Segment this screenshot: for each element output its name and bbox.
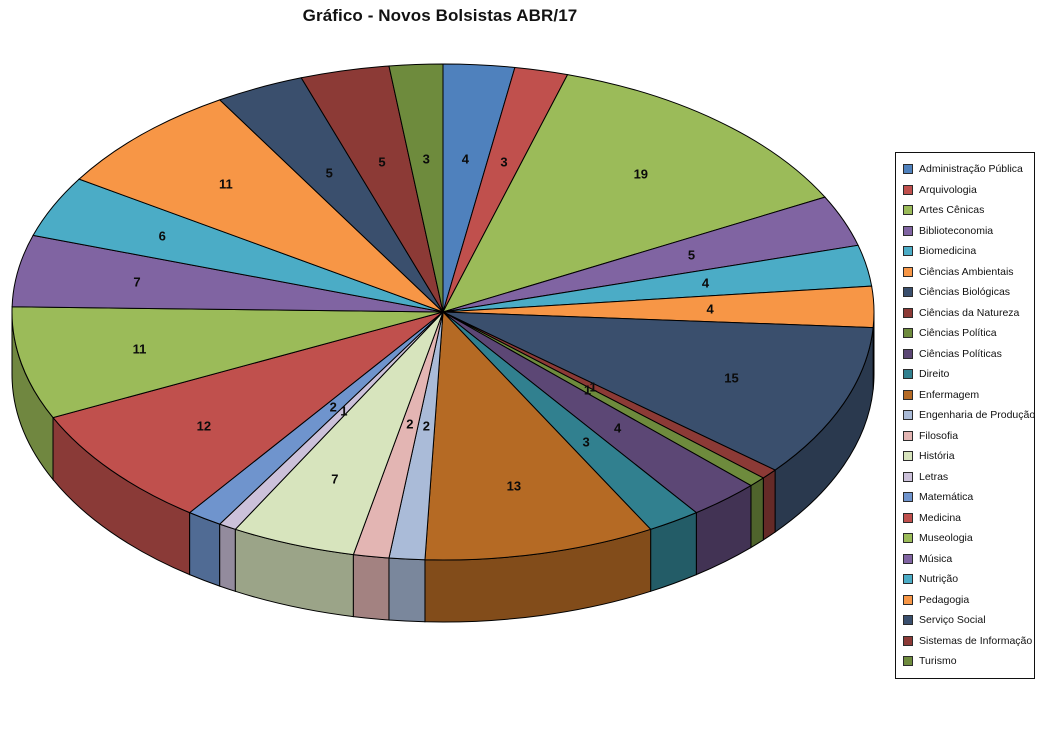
legend-item-label: Letras — [919, 470, 949, 483]
legend-item-label: Nutrição — [919, 573, 959, 585]
pie-slice[interactable] — [78, 99, 444, 313]
legend-item-label: Sistemas de Informação — [919, 634, 1033, 647]
legend-item-label: Ciências Ambientais — [919, 265, 1014, 278]
legend-item-label: Ciências Políticas — [919, 347, 1002, 360]
legend-swatch-icon — [903, 512, 913, 523]
legend-item[interactable]: Nutrição — [903, 569, 1030, 590]
legend-swatch-icon — [903, 205, 913, 216]
legend-swatch-icon — [903, 492, 913, 503]
legend-swatch-icon — [903, 533, 913, 544]
legend-swatch-icon — [903, 451, 913, 462]
legend-swatch-icon — [903, 328, 913, 339]
legend-item[interactable]: Medicina — [903, 508, 1030, 529]
legend-item-label: Medicina — [919, 511, 962, 524]
legend-item[interactable]: Biomedicina — [903, 241, 1030, 262]
legend-item-label: Ciências da Natureza — [919, 306, 1020, 319]
page-title: Gráfico - Novos Bolsistas ABR/17 — [302, 6, 578, 25]
legend-item[interactable]: Ciências Biológicas — [903, 282, 1030, 303]
legend-item[interactable]: Arquivologia — [903, 180, 1030, 201]
legend-item-label: Pedagogia — [919, 593, 970, 606]
legend-item-label: Filosofia — [919, 429, 959, 442]
pie-chart: 4 3 19 5 4 4 15 1 1 4 3 13 2 2 7 1 2 12 11 7 6 11 5 5 3 — [11, 63, 875, 623]
legend-swatch-icon — [903, 389, 913, 400]
legend-item[interactable]: Enfermagem — [903, 385, 1030, 406]
legend-item[interactable]: Ciências da Natureza — [903, 303, 1030, 324]
pie-chart-svg — [11, 63, 875, 623]
legend-swatch-icon — [903, 594, 913, 605]
legend-swatch-icon — [903, 430, 913, 441]
legend-item[interactable]: Ciências Política — [903, 323, 1030, 344]
legend-item-label: Ciências Biológicas — [919, 286, 1011, 298]
legend-swatch-icon — [903, 471, 913, 482]
legend-item-label: História — [919, 450, 955, 462]
legend-item-label: Administração Pública — [919, 163, 1023, 175]
legend-item-label: Biomedicina — [919, 245, 977, 257]
legend-swatch-icon — [903, 553, 913, 564]
legend-item[interactable]: Música — [903, 549, 1030, 570]
legend-item[interactable]: Administração Pública — [903, 159, 1030, 180]
legend-item-label: Música — [919, 552, 953, 565]
legend-item-label: Arquivologia — [919, 183, 977, 196]
legend-item[interactable]: História — [903, 446, 1030, 467]
legend-swatch-icon — [903, 266, 913, 277]
legend-item[interactable]: Ciências Políticas — [903, 344, 1030, 365]
legend-swatch-icon — [903, 287, 913, 298]
legend-item[interactable]: Artes Cênicas — [903, 200, 1030, 221]
legend-item[interactable]: Filosofia — [903, 426, 1030, 447]
legend-swatch-icon — [903, 348, 913, 359]
legend-item-label: Ciências Política — [919, 327, 997, 339]
legend-swatch-icon — [903, 307, 913, 318]
legend-item-label: Direito — [919, 368, 950, 380]
pie-slice[interactable] — [11, 306, 444, 419]
legend-item[interactable]: Sistemas de Informação — [903, 631, 1033, 652]
legend-item[interactable]: Serviço Social — [903, 610, 1030, 631]
legend-item[interactable]: Biblioteconomia — [903, 221, 1030, 242]
pie-slice[interactable] — [52, 311, 444, 514]
legend-item[interactable]: Pedagogia — [903, 590, 1030, 611]
legend-swatch-icon — [903, 246, 913, 257]
legend-swatch-icon — [903, 635, 913, 646]
legend-item[interactable]: Letras — [903, 467, 1030, 488]
legend-item[interactable]: Museologia — [903, 528, 1030, 549]
pie-slice[interactable] — [388, 63, 444, 313]
legend-item-label: Engenharia de Produção — [919, 409, 1036, 421]
legend-item-label: Enfermagem — [919, 388, 980, 401]
legend-swatch-icon — [903, 410, 913, 421]
legend-swatch-icon — [903, 656, 913, 667]
legend-item-label: Artes Cênicas — [919, 204, 985, 216]
legend-item[interactable]: Engenharia de Produção — [903, 405, 1035, 426]
legend-swatch-icon — [903, 574, 913, 585]
pie-slice[interactable] — [442, 311, 874, 471]
legend-item-label: Biblioteconomia — [919, 224, 994, 237]
legend-item[interactable]: Turismo — [903, 651, 1030, 672]
legend-item-label: Matemática — [919, 491, 974, 503]
legend-item-label: Serviço Social — [919, 614, 986, 626]
legend-item-label: Museologia — [919, 532, 973, 544]
legend-item[interactable]: Direito — [903, 364, 1030, 385]
legend-item[interactable]: Ciências Ambientais — [903, 262, 1030, 283]
legend-swatch-icon — [903, 369, 913, 380]
legend-swatch-icon — [903, 615, 913, 626]
chart-legend: Administração Pública Arquivologia Artes C… — [895, 152, 1035, 679]
pie-slice[interactable] — [442, 74, 826, 313]
pie-slice[interactable] — [424, 310, 652, 561]
legend-item[interactable]: Matemática — [903, 487, 1030, 508]
legend-swatch-icon — [903, 225, 913, 236]
legend-item-label: Turismo — [919, 655, 957, 667]
legend-swatch-icon — [903, 184, 913, 195]
legend-swatch-icon — [903, 164, 913, 175]
